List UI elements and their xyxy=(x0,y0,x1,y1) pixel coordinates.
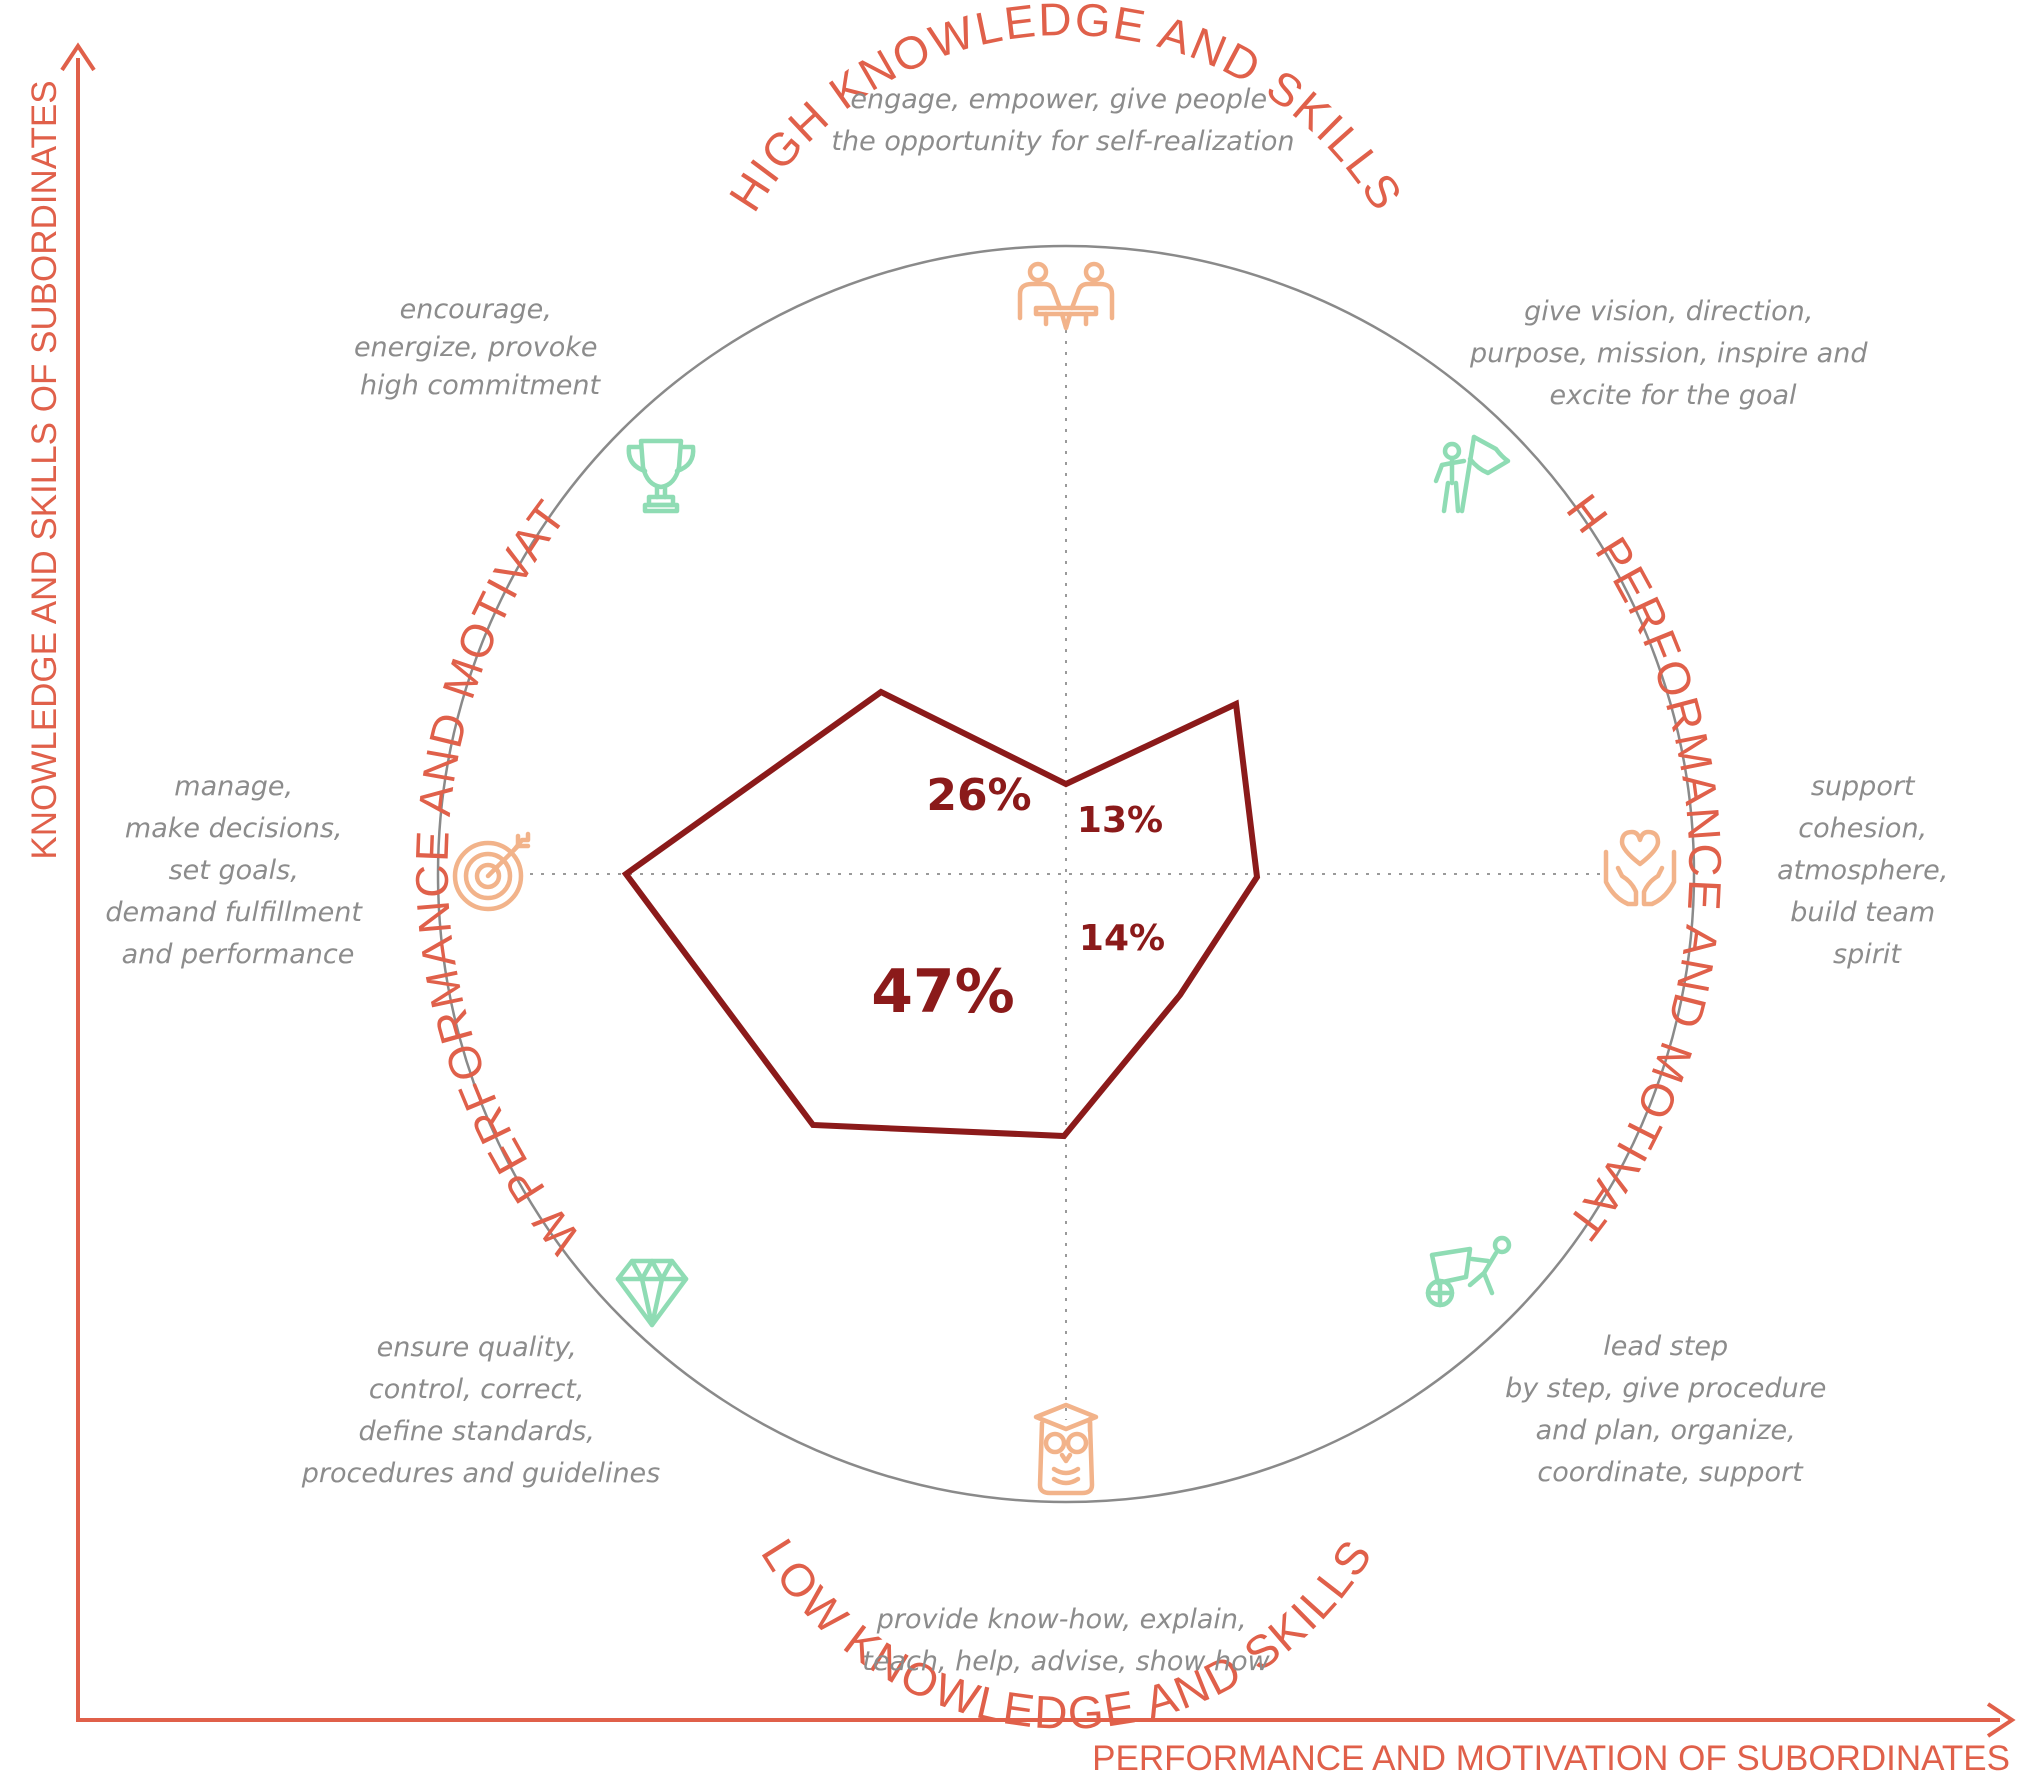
main-circle xyxy=(436,244,1696,1504)
axes: PERFORMANCE AND MOTIVATION OF SUBORDINAT… xyxy=(25,42,2016,1778)
description-top-left: encourage, energize, provoke high commit… xyxy=(354,294,606,401)
x-axis-arrowhead xyxy=(1986,1702,2016,1738)
y-axis-arrowhead xyxy=(60,42,96,72)
percent-lower-right: 14% xyxy=(1079,918,1165,959)
flag-bearer-icon xyxy=(1433,434,1511,514)
trophy-icon xyxy=(626,438,696,514)
description-left: manage, make decisions, set goals, deman… xyxy=(105,771,370,970)
percent-upper-left: 26% xyxy=(926,770,1031,821)
result-polygon xyxy=(621,688,1261,1140)
y-axis-label: KNOWLEDGE AND SKILLS OF SUBORDINATES xyxy=(25,80,64,859)
meeting-people-icon xyxy=(1017,261,1115,331)
worker-cart-icon xyxy=(1425,1235,1512,1308)
description-right: support cohesion, atmosphere, build team… xyxy=(1777,771,1957,970)
arc-label-right: HIGH PERFORMANCE AND MOTIVATION xyxy=(0,0,1729,1251)
graduate-owl-icon xyxy=(1033,1402,1099,1496)
diamond-icon xyxy=(615,1258,689,1328)
percent-upper-right: 13% xyxy=(1077,800,1163,841)
description-bottom: provide know-how, explain, teach, help, … xyxy=(862,1604,1270,1677)
heart-in-hands-icon xyxy=(1603,829,1677,907)
target-icon xyxy=(452,831,531,912)
x-axis-label: PERFORMANCE AND MOTIVATION OF SUBORDINAT… xyxy=(1092,1739,2010,1778)
description-top-right: give vision, direction, purpose, mission… xyxy=(1469,296,1876,411)
arc-label-left: LOW PERFORMANCE AND MOTIVATION xyxy=(0,0,590,1264)
percent-lower-left: 47% xyxy=(871,957,1015,1027)
description-bottom-left: ensure quality, control, correct, define… xyxy=(301,1332,661,1489)
description-top: engage, empower, give people the opportu… xyxy=(831,84,1294,157)
description-bottom-right: lead step by step, give procedure and pl… xyxy=(1505,1331,1835,1488)
